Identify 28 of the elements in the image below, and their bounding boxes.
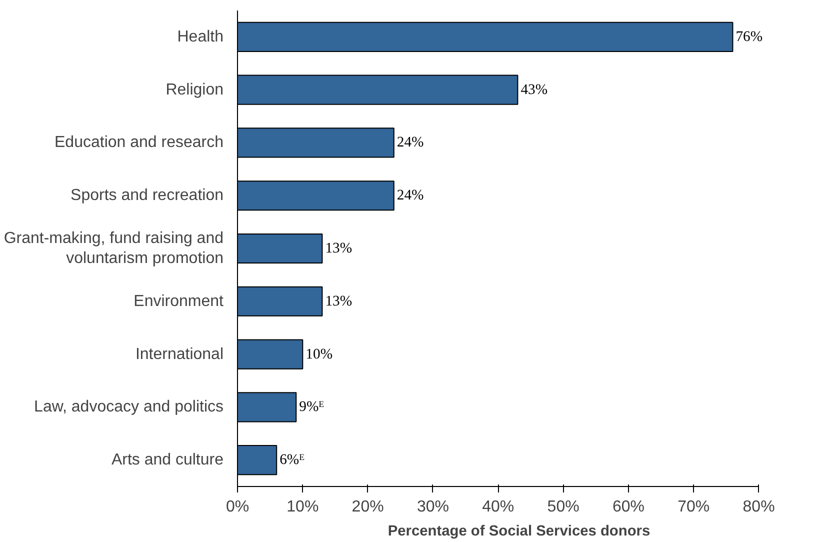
data-label: 9%ᴱ: [299, 399, 324, 416]
data-label: 6%ᴱ: [280, 452, 305, 468]
x-tick-label: 70%: [678, 498, 710, 516]
x-tick-label: 30%: [416, 498, 450, 516]
x-tick-label: 50%: [547, 498, 580, 516]
data-label: 24%: [396, 188, 424, 204]
y-tick-label: Education and research: [54, 134, 224, 152]
y-tick-label: Health: [177, 28, 224, 46]
x-tick-label: 20%: [352, 498, 384, 516]
y-tick-label: Law, advocacy and politics: [34, 398, 224, 416]
data-label: 24%: [396, 134, 424, 151]
x-tick-label: 60%: [612, 498, 644, 516]
y-tick-label: Sports and recreation: [70, 187, 224, 204]
data-label: 13%: [325, 240, 352, 256]
x-axis-title: Percentage of Social Services donors: [388, 524, 650, 540]
y-tick-label: Environment: [134, 292, 224, 310]
y-tick-label: Grant-making, fund raising and voluntarism promotion: [4, 230, 224, 268]
x-tick-label: 0%: [226, 498, 250, 516]
data-label: 10%: [306, 346, 333, 362]
x-tick-label: 10%: [286, 498, 319, 516]
data-label: 76%: [736, 28, 763, 45]
y-tick-label: Religion: [166, 81, 224, 98]
y-tick-label: International: [135, 346, 224, 363]
y-tick-label: Arts and culture: [111, 452, 224, 469]
x-tick-label: 40%: [482, 498, 514, 516]
data-label: 43%: [520, 82, 548, 98]
x-tick-label: 80%: [742, 498, 775, 516]
data-label: 13%: [325, 293, 352, 310]
